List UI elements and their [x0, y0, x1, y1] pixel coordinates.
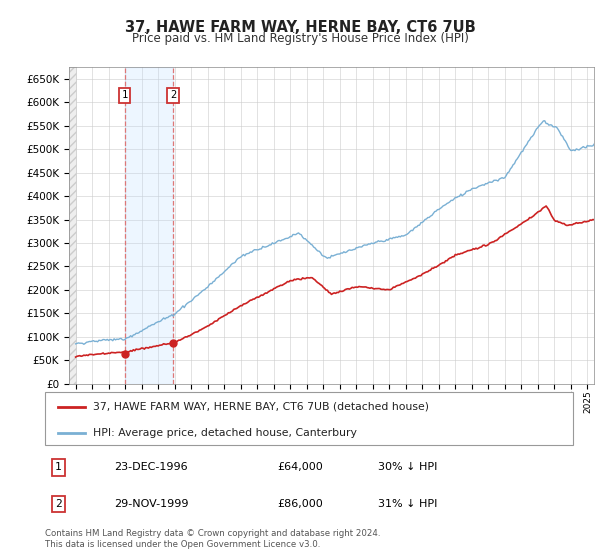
Text: HPI: Average price, detached house, Canterbury: HPI: Average price, detached house, Cant… [92, 428, 356, 438]
Text: Contains HM Land Registry data © Crown copyright and database right 2024.
This d: Contains HM Land Registry data © Crown c… [45, 529, 380, 549]
Bar [69, 67, 76, 384]
Text: £64,000: £64,000 [277, 463, 323, 473]
Text: 1: 1 [122, 90, 128, 100]
Text: 29-NOV-1999: 29-NOV-1999 [113, 499, 188, 508]
Text: 37, HAWE FARM WAY, HERNE BAY, CT6 7UB (detached house): 37, HAWE FARM WAY, HERNE BAY, CT6 7UB (d… [92, 402, 428, 412]
Text: 1: 1 [55, 463, 62, 473]
Text: £86,000: £86,000 [277, 499, 323, 508]
Text: Price paid vs. HM Land Registry's House Price Index (HPI): Price paid vs. HM Land Registry's House … [131, 32, 469, 45]
Text: 37, HAWE FARM WAY, HERNE BAY, CT6 7UB: 37, HAWE FARM WAY, HERNE BAY, CT6 7UB [125, 20, 475, 35]
Text: 23-DEC-1996: 23-DEC-1996 [113, 463, 187, 473]
Bar [125, 67, 173, 384]
FancyBboxPatch shape [45, 392, 573, 445]
Text: 31% ↓ HPI: 31% ↓ HPI [377, 499, 437, 508]
Text: 2: 2 [170, 90, 176, 100]
Text: 30% ↓ HPI: 30% ↓ HPI [377, 463, 437, 473]
Text: 2: 2 [55, 499, 62, 508]
